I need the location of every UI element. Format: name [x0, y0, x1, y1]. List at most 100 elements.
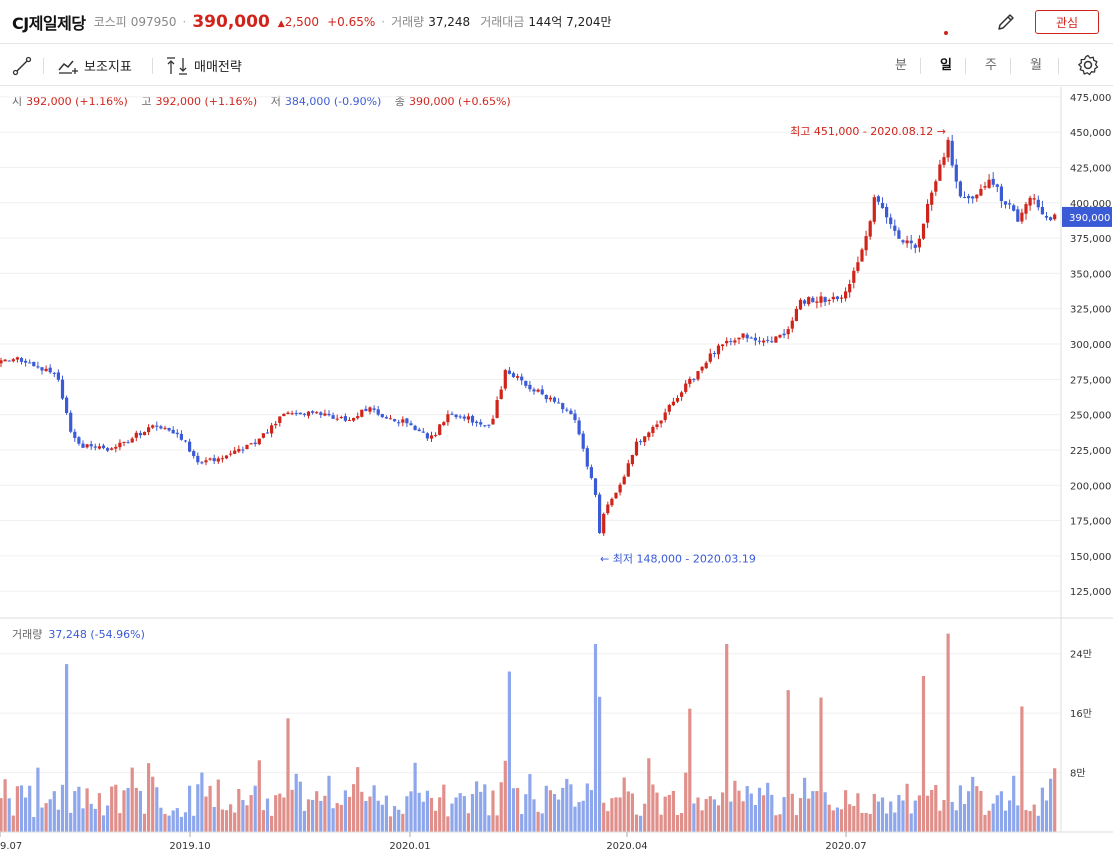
- volume-bar: [134, 787, 138, 832]
- price-tick-label: 150,000: [1070, 552, 1111, 563]
- candle-body: [938, 164, 942, 181]
- volume-bar: [77, 786, 81, 832]
- volume-bar: [885, 813, 889, 832]
- volume-bar: [368, 796, 372, 832]
- candle-body: [1012, 205, 1016, 211]
- volume-bar: [335, 803, 339, 832]
- volume-bar: [971, 776, 975, 832]
- volume-bar: [856, 793, 860, 832]
- gear-icon[interactable]: [1077, 54, 1099, 76]
- low-annotation: ← 최저 148,000 - 2020.03.19: [600, 553, 756, 566]
- volume-bar: [827, 804, 831, 832]
- volume-bar: [327, 775, 331, 832]
- period-divider: [1010, 58, 1011, 74]
- candle-body: [73, 431, 77, 438]
- candle-body: [897, 230, 901, 239]
- volume-bar: [516, 788, 520, 832]
- volume-bar: [557, 799, 561, 832]
- price-tick-label: 425,000: [1070, 163, 1111, 174]
- candle-body: [142, 432, 147, 436]
- volume-bar: [819, 697, 823, 832]
- volume-bar: [618, 797, 622, 832]
- toolbar-divider: [43, 58, 44, 74]
- candle-body: [446, 414, 450, 423]
- volume-bar: [212, 807, 216, 832]
- period-week-tab[interactable]: 주: [985, 58, 997, 73]
- volume-bar: [811, 791, 815, 832]
- volume-bar: [270, 815, 274, 832]
- draw-line-tool[interactable]: [12, 45, 38, 86]
- volume-bar: [434, 810, 438, 832]
- candle-body: [183, 440, 188, 442]
- volume-bar: [749, 793, 753, 832]
- toolbar-divider: [152, 58, 153, 74]
- watch-button[interactable]: 관심: [1035, 10, 1099, 34]
- volume-bar: [421, 801, 425, 832]
- candle-body: [368, 407, 372, 412]
- candle-body: [298, 412, 302, 415]
- candle-body: [261, 433, 265, 438]
- volume-bar: [429, 797, 434, 832]
- volume-bar: [909, 813, 913, 832]
- price-tick-label: 275,000: [1070, 375, 1111, 386]
- candle-body: [147, 427, 151, 433]
- candle-body: [52, 372, 56, 374]
- candle-body: [671, 401, 675, 406]
- candle-body: [643, 436, 647, 443]
- period-day-tab[interactable]: 일: [940, 58, 952, 73]
- volume-bar: [573, 806, 577, 832]
- volume-bar: [24, 797, 28, 832]
- price-volume-chart[interactable]: 475,000 450,000 425,000 400,000 375,000 350,0…: [0, 87, 1113, 859]
- volume-bar: [561, 787, 565, 832]
- pencil-icon[interactable]: [996, 12, 1016, 32]
- volume-bar: [901, 800, 905, 832]
- volume-bar: [950, 801, 954, 832]
- candle-body: [85, 444, 89, 448]
- candle-body: [934, 181, 938, 192]
- price-tick-label: 200,000: [1070, 481, 1111, 492]
- volume-bar: [85, 788, 89, 832]
- candle-body: [1020, 212, 1024, 222]
- candle-body: [233, 450, 237, 454]
- volume-bar: [762, 795, 766, 832]
- candle-body: [585, 448, 589, 467]
- indicator-button[interactable]: 보조지표: [58, 45, 132, 86]
- candle-body: [122, 441, 126, 443]
- candle-body: [175, 432, 179, 435]
- candle-body: [331, 415, 335, 419]
- volume-bar: [397, 809, 401, 832]
- candle-body: [93, 446, 97, 448]
- volume-bar: [278, 793, 282, 832]
- volume-bar: [844, 790, 848, 832]
- candle-body: [356, 416, 360, 419]
- candle-body: [807, 297, 811, 305]
- volume-bar: [290, 789, 294, 832]
- candle-body: [450, 413, 454, 415]
- candle-body: [987, 179, 991, 188]
- volume-bar: [975, 786, 979, 832]
- period-minute-tab[interactable]: 분: [895, 58, 907, 73]
- volume-bar: [36, 767, 40, 832]
- candle-body: [425, 433, 429, 439]
- volume-bar: [753, 805, 757, 832]
- candle-body: [741, 333, 745, 338]
- period-month-tab[interactable]: 월: [1030, 58, 1042, 73]
- candle-body: [245, 444, 249, 450]
- candle-body: [995, 184, 999, 187]
- candle-body: [581, 433, 585, 449]
- period-divider: [920, 58, 921, 74]
- volume-bar: [544, 785, 548, 832]
- strategy-label: 매매전략: [194, 60, 242, 75]
- volume-bar: [585, 783, 589, 832]
- candle-body: [917, 238, 921, 248]
- price-change-pct: +0.65%: [327, 14, 376, 29]
- price-tick-label: 475,000: [1070, 93, 1111, 104]
- volume-bar: [425, 790, 429, 832]
- candle-body: [528, 384, 532, 390]
- time-tick-label: 2020.01: [389, 841, 430, 852]
- strategy-button[interactable]: 매매전략: [166, 45, 242, 86]
- volume-bar: [823, 792, 827, 832]
- candle-body: [327, 413, 331, 416]
- volume-bar: [757, 787, 762, 832]
- candle-body: [192, 451, 196, 457]
